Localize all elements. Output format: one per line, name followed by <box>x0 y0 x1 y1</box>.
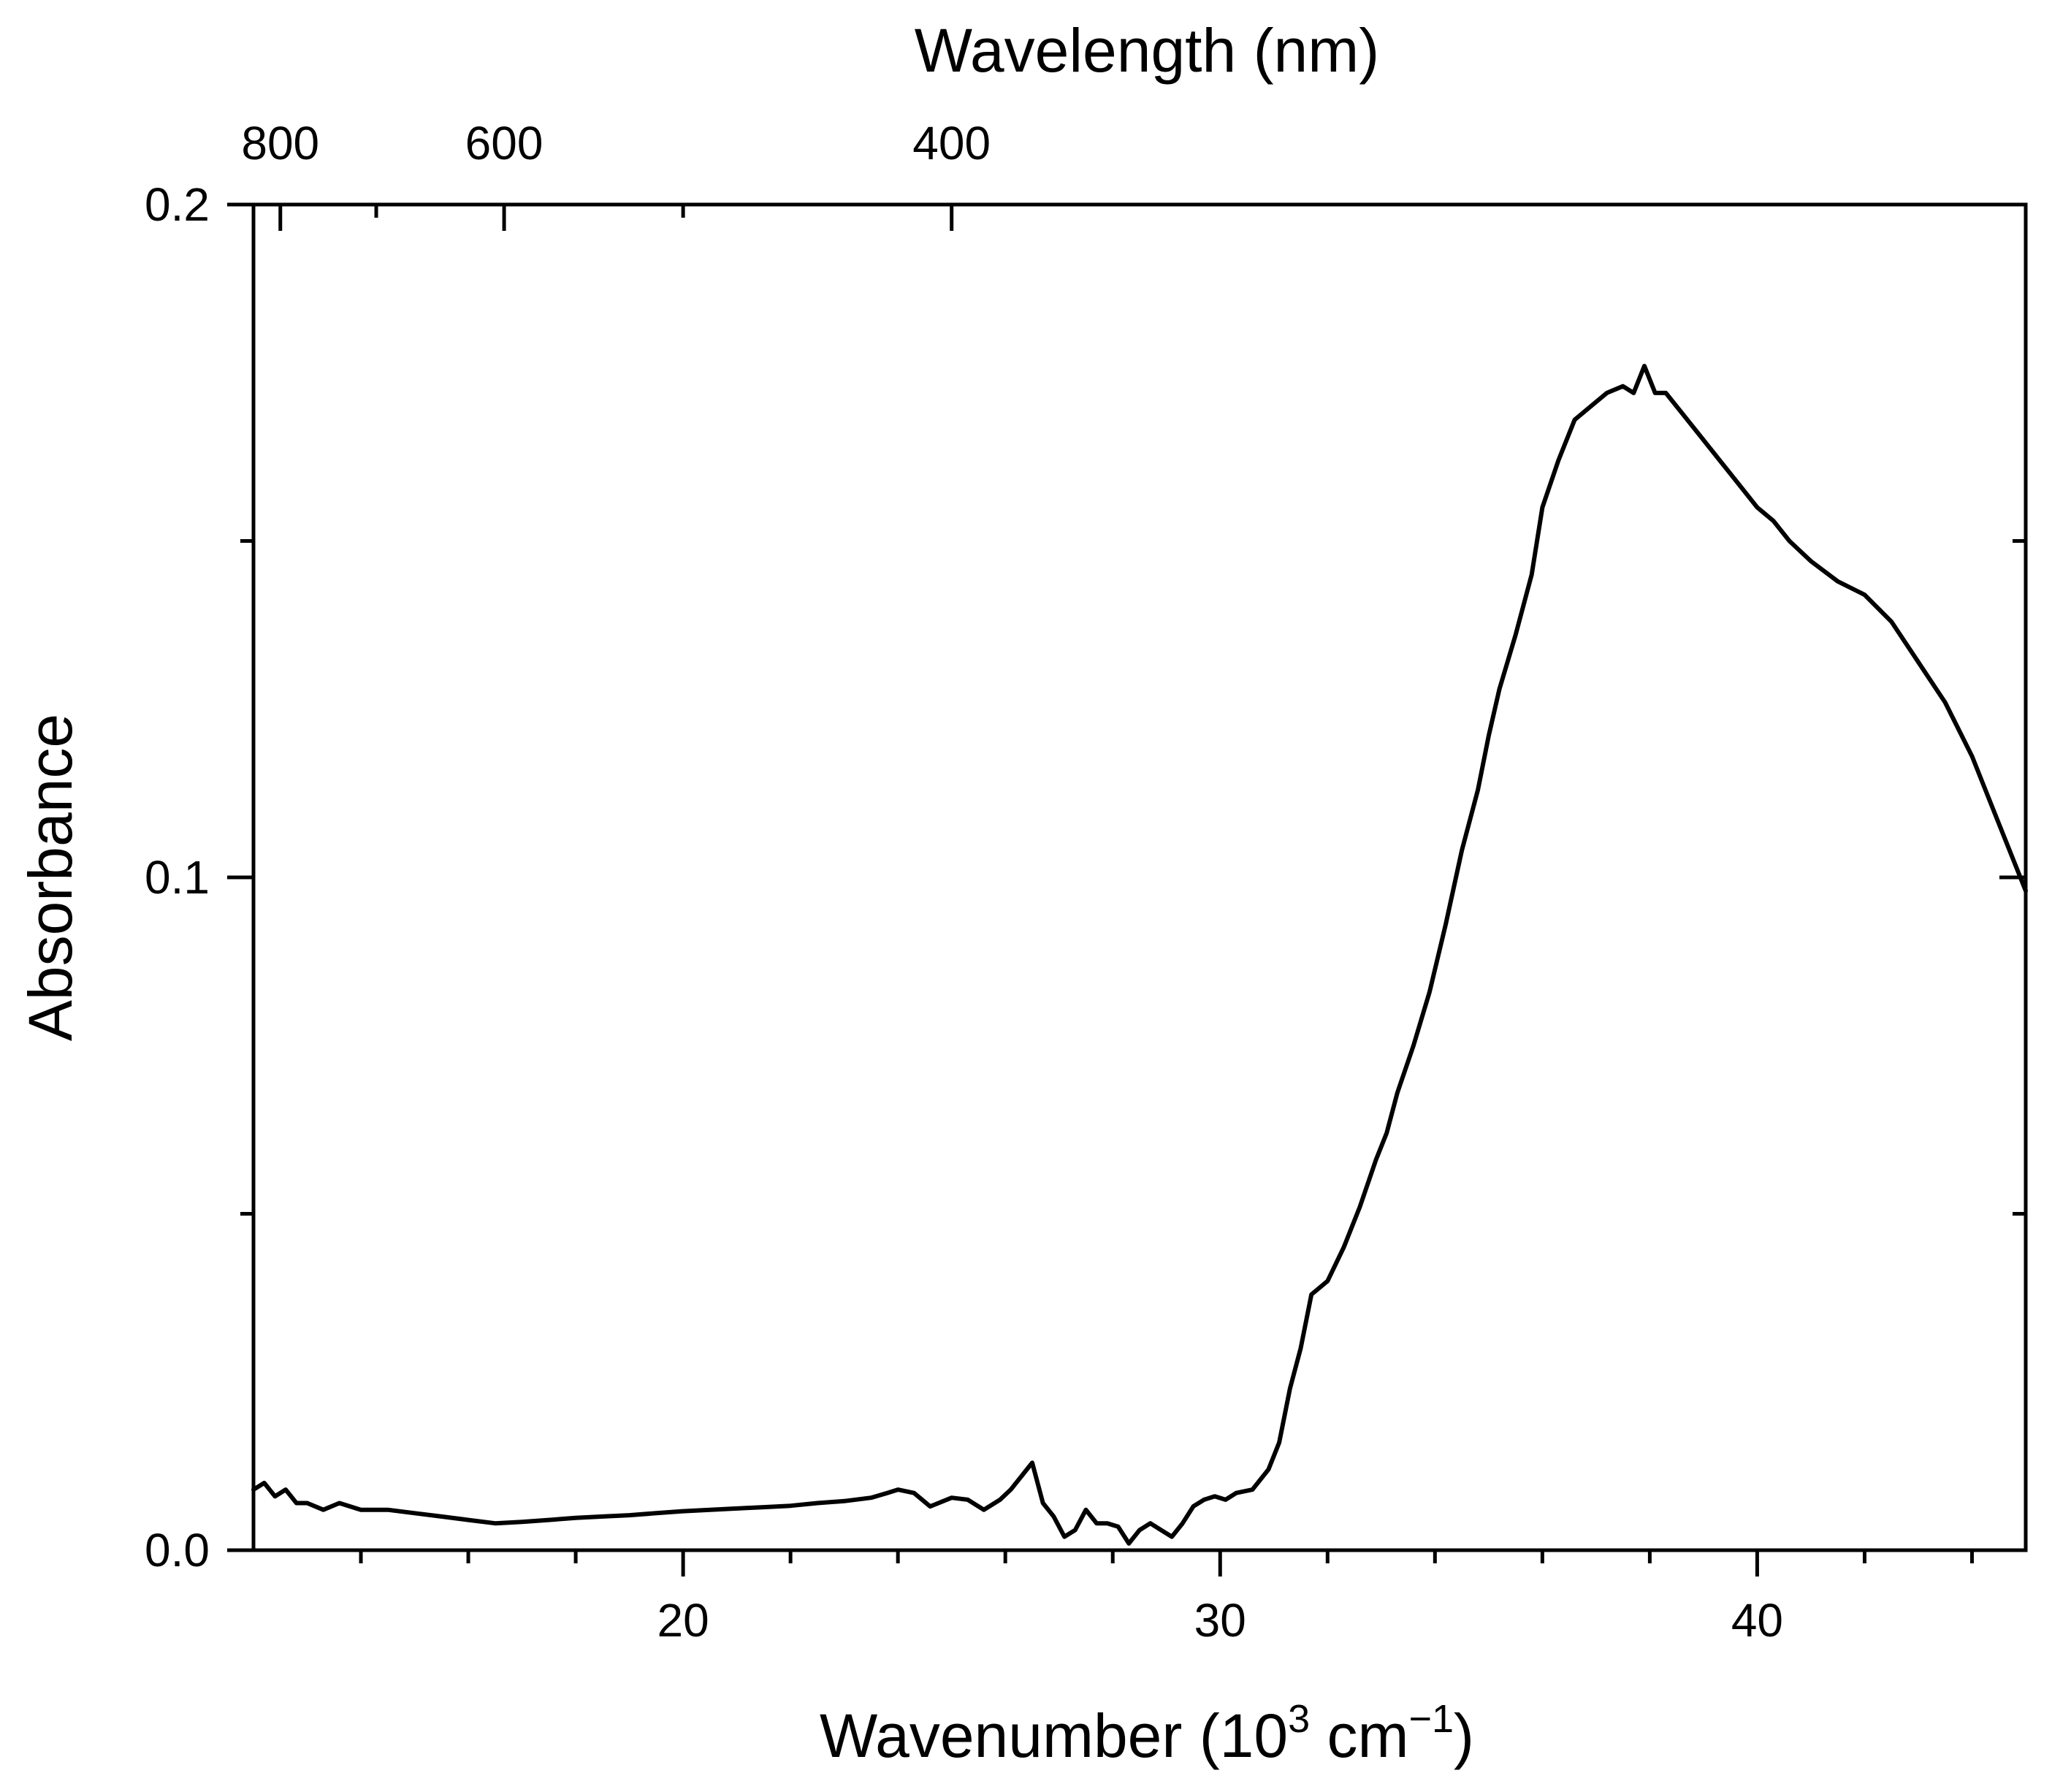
y-tick-label: 0.2 <box>145 178 210 231</box>
x-axis-title-unit: cm <box>1310 1701 1408 1770</box>
x-axis-title-sup: 3 <box>1288 1697 1310 1741</box>
tick-labels: 20 30 40 0.0 0.1 0.2 800 600 400 <box>145 117 1783 1647</box>
x-axis-title: Wavenumber (103 cm−1) <box>820 1697 1474 1770</box>
y-tick-label: 0.1 <box>145 851 210 904</box>
y-tick-label: 0.0 <box>145 1524 210 1576</box>
top-tick-label: 800 <box>241 117 319 169</box>
y-axis-title: Absorbance <box>16 714 85 1041</box>
top-tick-label: 600 <box>465 117 544 169</box>
x-axis-title-main: Wavenumber (10 <box>820 1701 1288 1770</box>
top-tick-label: 400 <box>912 117 991 169</box>
plot-frame <box>251 202 2028 1552</box>
top-axis-title: Wavelength (nm) <box>915 16 1379 85</box>
x-axis-title-close: ) <box>1454 1701 1474 1770</box>
x-tick-label: 30 <box>1194 1594 1246 1647</box>
tick-marks <box>227 202 2026 1576</box>
x-tick-label: 20 <box>657 1594 709 1647</box>
x-tick-label: 40 <box>1731 1594 1783 1647</box>
absorbance-series-line <box>251 364 2028 1546</box>
x-axis-title-unit-sup: −1 <box>1408 1697 1454 1741</box>
